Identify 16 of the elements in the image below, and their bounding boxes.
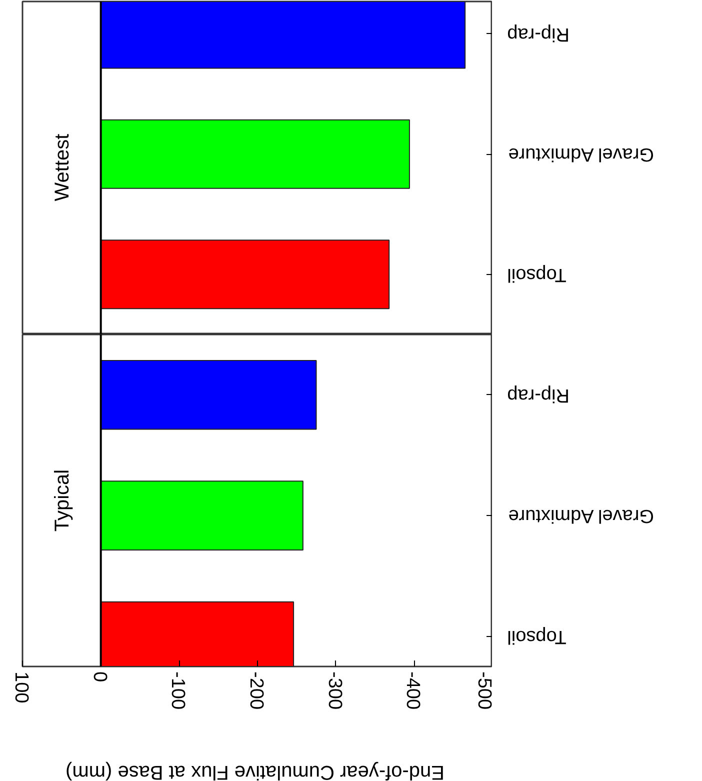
text: Wettest [52,133,74,202]
x-tick-label: -100 [167,672,188,710]
x-axis-title: End-of-year Cumulative Flux at Base (mm) [66,760,445,781]
text: Typical [52,469,74,532]
y-tick-label: Gravel Admixture [508,144,654,165]
x-tick-label: -400 [402,672,424,710]
y-tick-label: Rip-rap [507,23,570,44]
y-tick-label: Topsoil [507,626,566,647]
x-tick-label: -300 [324,672,345,710]
x-tick-label: 100 [10,672,32,704]
y-tick-label: Gravel Admixture [508,505,654,526]
x-tick-label: 0 [88,672,110,682]
y-tick-label: Topsoil [507,264,566,285]
x-tick-label: -500 [474,672,494,710]
y-tick-label: Rip-rap [507,384,570,406]
x-tick-label: -200 [246,672,266,710]
